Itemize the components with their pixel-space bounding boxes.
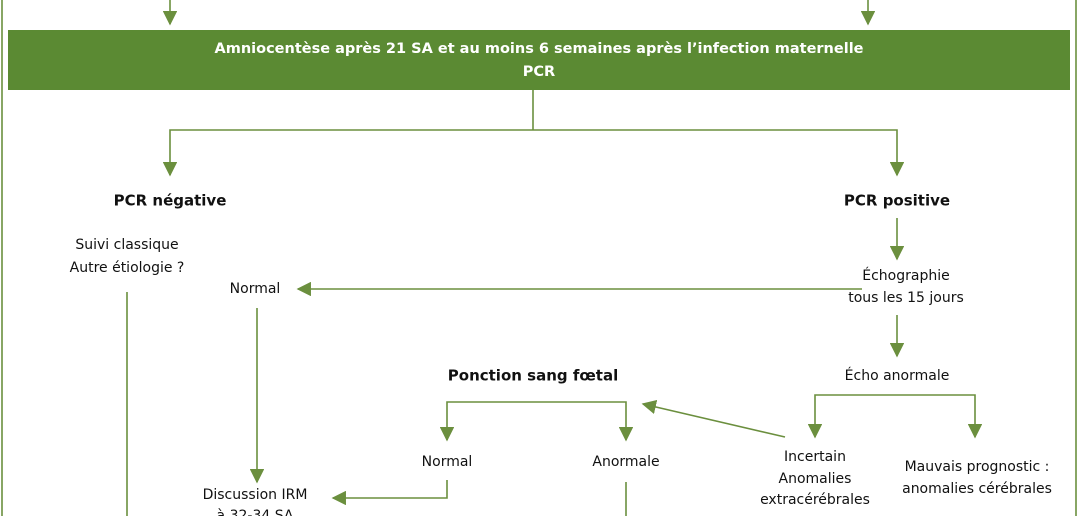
banner-text: Amniocentèse après 21 SA et au moins 6 s… [214, 41, 863, 57]
node-label: anomalies cérébrales [902, 481, 1052, 497]
node-label: Mauvais prognostic : [905, 459, 1050, 475]
node-label: Échographie [862, 267, 949, 284]
node-label: tous les 15 jours [848, 290, 964, 306]
banner-text: PCR [523, 64, 555, 80]
node-label: Écho anormale [845, 367, 950, 384]
node-label: Normal [230, 281, 281, 297]
node-label: Autre étiologie ? [70, 260, 185, 276]
node-label: Ponction sang fœtal [448, 367, 618, 385]
node-label: Incertain [784, 449, 846, 465]
node-label: PCR positive [844, 192, 950, 210]
connectors [126, 0, 983, 516]
banner [8, 30, 1070, 90]
node-label: Anomalies [779, 471, 852, 487]
node-label: Normal [422, 454, 473, 470]
node-label: PCR négative [114, 192, 227, 210]
node-label: Suivi classique [75, 237, 178, 253]
labels: Amniocentèse après 21 SA et au moins 6 s… [70, 41, 1052, 516]
node-label: Anormale [592, 454, 659, 470]
node-label: à 32-34 SA [217, 508, 294, 516]
node-label: Discussion IRM [203, 487, 308, 503]
node-label: extracérébrales [760, 492, 870, 508]
